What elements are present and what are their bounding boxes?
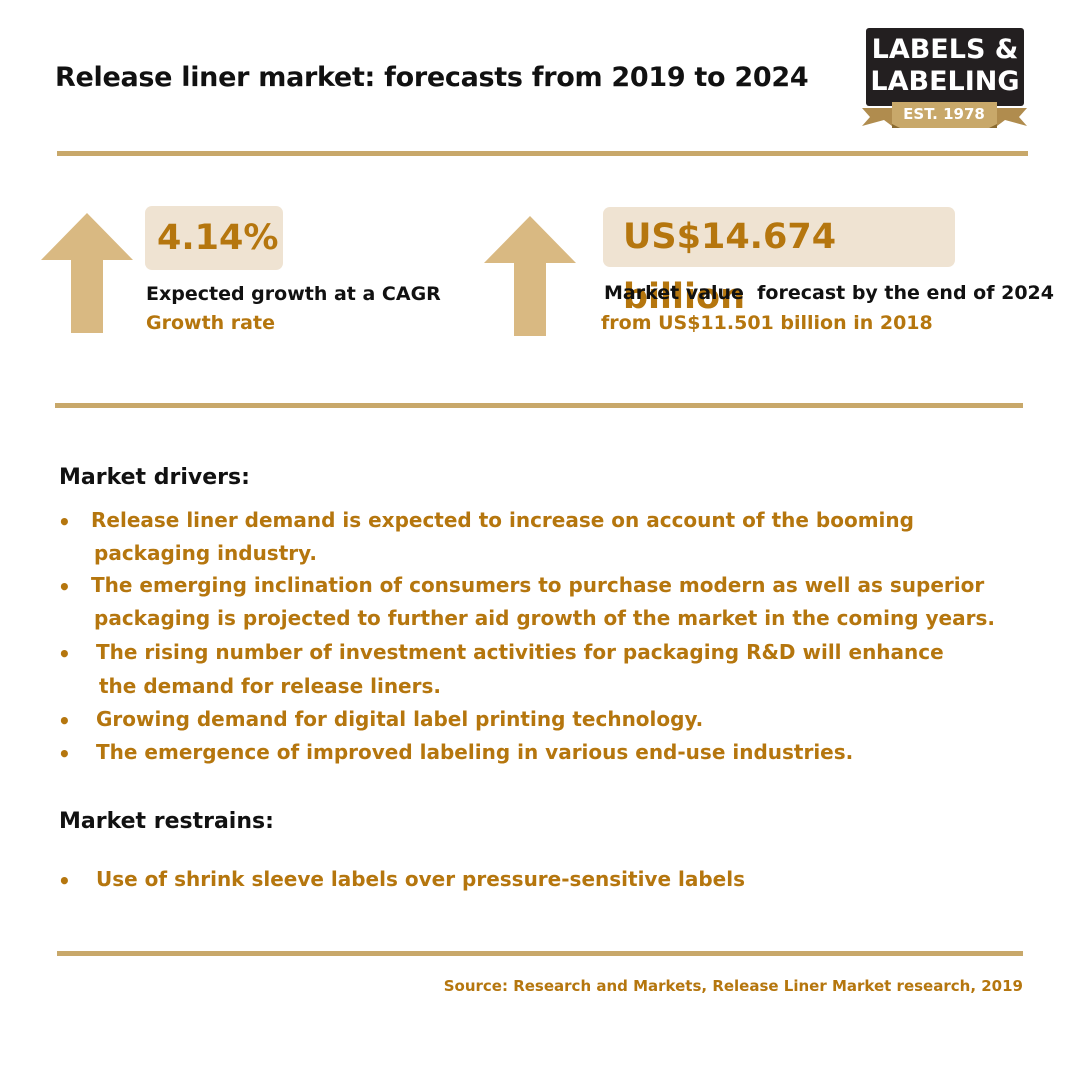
labels-and-labeling-logo: LABELS & LABELING EST. 1978: [862, 28, 1027, 130]
cagr-label: Expected growth at a CAGR: [146, 283, 441, 305]
cagr-sublabel: Growth rate: [146, 312, 275, 334]
bullet-icon: •: [58, 709, 71, 733]
bullet-icon: •: [58, 575, 71, 599]
bullet-icon: •: [58, 510, 71, 534]
bullet-icon: •: [58, 869, 71, 893]
cagr-value-badge: 4.14%: [145, 206, 283, 270]
driver-item-2-line-2: packaging is projected to further aid gr…: [94, 606, 995, 630]
bullet-icon: •: [58, 742, 71, 766]
divider-top: [57, 151, 1028, 156]
divider-middle: [55, 403, 1023, 408]
market-value-sublabel: from US$11.501 billion in 2018: [601, 312, 933, 334]
restrain-item-1: Use of shrink sleeve labels over pressur…: [96, 867, 745, 891]
driver-item-1-line-2: packaging industry.: [94, 541, 317, 565]
bullet-icon: •: [58, 642, 71, 666]
up-arrow-icon: [41, 213, 133, 333]
logo-line-1: LABELS &: [871, 34, 1019, 65]
source-note: Source: Research and Markets, Release Li…: [443, 977, 1023, 995]
market-restrains-heading: Market restrains:: [59, 809, 274, 834]
logo-line-2: LABELING: [870, 66, 1020, 97]
market-value-badge: US$14.674 billion: [603, 207, 955, 317]
up-arrow-icon: [484, 216, 576, 336]
driver-item-5: The emergence of improved labeling in va…: [96, 740, 854, 764]
driver-item-3-line-2: the demand for release liners.: [99, 674, 441, 698]
driver-item-1-line-1: Release liner demand is expected to incr…: [91, 508, 914, 532]
driver-item-4: Growing demand for digital label printin…: [96, 707, 704, 731]
divider-bottom: [57, 951, 1023, 956]
driver-item-3-line-1: The rising number of investment activiti…: [96, 640, 944, 664]
driver-item-2-line-1: The emerging inclination of consumers to…: [91, 573, 985, 597]
market-value-label: Market value forecast by the end of 2024: [604, 282, 1054, 304]
logo-established: EST. 1978: [903, 105, 985, 123]
market-drivers-heading: Market drivers:: [59, 465, 250, 490]
logo-ribbon-icon: [862, 102, 1027, 128]
page-title: Release liner market: forecasts from 201…: [55, 62, 809, 93]
logo-box: [866, 28, 1024, 106]
